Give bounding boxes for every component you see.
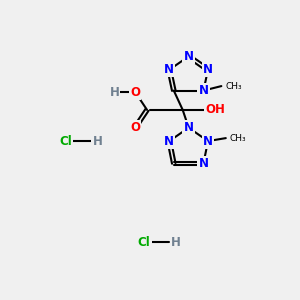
Text: N: N [184, 50, 194, 63]
Text: N: N [164, 63, 174, 76]
Text: N: N [199, 157, 208, 170]
Text: H: H [171, 236, 181, 249]
Text: N: N [203, 63, 213, 76]
Text: CH₃: CH₃ [225, 82, 242, 91]
Text: CH₃: CH₃ [230, 134, 246, 142]
Text: N: N [199, 84, 208, 97]
Text: Cl: Cl [138, 236, 150, 249]
Text: Cl: Cl [59, 135, 72, 148]
Text: H: H [110, 85, 119, 98]
Text: OH: OH [206, 103, 225, 116]
Text: N: N [203, 135, 213, 148]
Text: H: H [92, 135, 102, 148]
Text: O: O [130, 85, 140, 98]
Text: O: O [130, 121, 140, 134]
Text: N: N [184, 121, 194, 134]
Text: N: N [164, 135, 174, 148]
